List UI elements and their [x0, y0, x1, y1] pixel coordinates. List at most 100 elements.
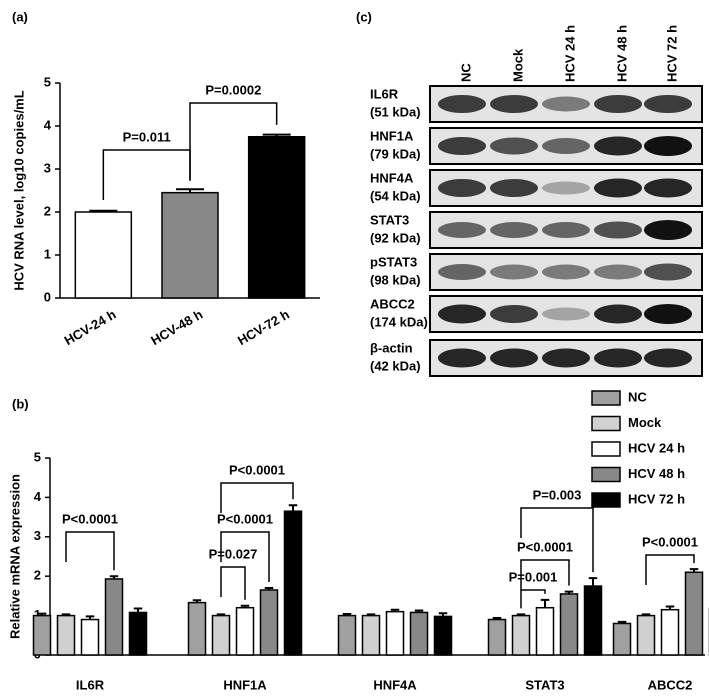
x-tick-label: HNF1A: [223, 677, 267, 692]
x-tick-label: ABCC2: [648, 677, 693, 692]
error-bar: [192, 599, 202, 603]
protein-size: (42 kDa): [370, 358, 421, 373]
p-value: P<0.0001: [642, 534, 698, 549]
error-bar: [414, 609, 424, 613]
band: [644, 95, 692, 113]
y-tick-label: 5: [44, 74, 51, 89]
legend-swatch: [591, 466, 621, 483]
lane-label: NC: [458, 63, 473, 82]
protein-size: (54 kDa): [370, 188, 421, 203]
protein-size: (92 kDa): [370, 230, 421, 245]
error-bar: [665, 605, 675, 610]
legend-swatch: [591, 415, 621, 432]
significance-bracket: [520, 559, 570, 590]
y-tick-label: 3: [44, 160, 51, 175]
band: [594, 264, 642, 280]
x-tick-label: HCV-72 h: [235, 307, 292, 349]
band: [542, 222, 590, 238]
error-bar: [89, 209, 118, 212]
legend-label: HCV 24 h: [628, 440, 685, 455]
band: [490, 348, 538, 368]
band: [490, 222, 538, 238]
y-axis-label: Relative mRNA expression: [7, 474, 22, 639]
band: [644, 220, 692, 240]
y-tick-label: 3: [34, 528, 41, 543]
bar: [559, 593, 579, 656]
significance-bracket: [220, 566, 246, 600]
legend-label: HCV 48 h: [628, 466, 685, 481]
protein-name: ABCC2: [370, 296, 415, 311]
legend-swatch: [591, 390, 621, 406]
significance-bracket: [220, 531, 270, 583]
protein-name: β-actin: [370, 340, 413, 355]
p-value: P<0.0001: [229, 462, 285, 477]
protein-name: IL6R: [370, 86, 399, 101]
significance-bracket: [65, 531, 115, 571]
bar: [283, 510, 303, 656]
lane-label: HCV 24 h: [562, 25, 577, 82]
bar: [636, 614, 656, 656]
y-tick-label: 1: [44, 246, 51, 261]
bar: [235, 606, 255, 656]
error-bar: [109, 575, 119, 579]
bar: [247, 136, 306, 299]
p-value: P<0.0001: [217, 511, 273, 526]
legend-label: NC: [628, 389, 647, 404]
bar: [511, 614, 531, 656]
band: [542, 264, 590, 280]
protein-name: STAT3: [370, 212, 409, 227]
x-tick-label: HNF4A: [373, 677, 417, 692]
y-tick-label: 2: [44, 203, 51, 218]
error-bar: [288, 504, 298, 512]
band: [542, 96, 590, 112]
band: [644, 136, 692, 156]
bar: [56, 614, 76, 656]
bar: [385, 610, 405, 656]
band: [542, 181, 590, 195]
protein-size: (51 kDa): [370, 104, 421, 119]
significance-bracket: [645, 554, 695, 585]
x-tick-label: HCV-24 h: [62, 307, 119, 349]
band: [438, 264, 486, 280]
band: [644, 178, 692, 198]
error-bar: [641, 613, 651, 616]
error-bar: [617, 620, 627, 624]
band: [490, 95, 538, 113]
band: [594, 221, 642, 239]
bar: [187, 601, 207, 656]
bar: [612, 622, 632, 656]
band: [490, 264, 538, 280]
protein-name: HNF1A: [370, 128, 414, 143]
y-tick-label: 2: [34, 568, 41, 583]
x-tick-label: STAT3: [525, 677, 564, 692]
band: [490, 137, 538, 155]
error-bar: [342, 613, 352, 616]
bar: [128, 611, 148, 656]
bar: [32, 614, 52, 656]
error-bar: [390, 608, 400, 612]
band: [438, 95, 486, 113]
band: [594, 348, 642, 368]
band: [438, 179, 486, 197]
y-axis-label: HCV RNA level, log10 copies/mL: [11, 90, 26, 290]
bar: [104, 578, 124, 656]
x-tick-label: IL6R: [76, 677, 105, 692]
band: [644, 304, 692, 324]
band: [594, 178, 642, 198]
band: [644, 348, 692, 368]
significance-bracket: [220, 482, 294, 513]
protein-size: (79 kDa): [370, 146, 421, 161]
error-bar: [216, 613, 226, 616]
legend-swatch: [591, 492, 621, 508]
error-bar: [516, 613, 526, 616]
error-bar: [240, 604, 250, 608]
p-value: P<0.0001: [517, 539, 573, 554]
band: [644, 263, 692, 281]
p-value: P<0.0001: [62, 511, 118, 526]
lane-label: HCV 72 h: [664, 25, 679, 82]
error-bar: [492, 616, 502, 620]
panel-label: (a): [12, 9, 28, 24]
legend-swatch: [591, 441, 621, 457]
y-tick-label: 0: [44, 289, 51, 304]
